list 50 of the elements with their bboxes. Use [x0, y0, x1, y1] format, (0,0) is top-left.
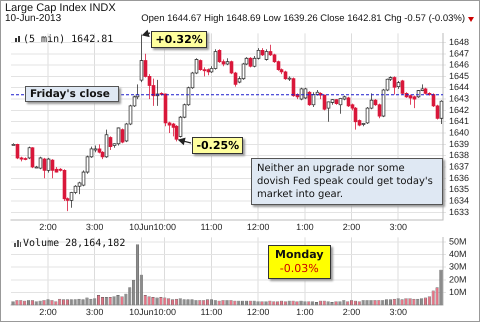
x-tick-label: 3:00 — [389, 307, 408, 318]
y-tick-label: 1633 — [449, 206, 470, 217]
x-tick-label: 2:00 — [39, 307, 57, 318]
x-tick-label: 3:00 — [86, 222, 104, 232]
text: 10-Jun-2013 — [5, 13, 62, 24]
y-tick-label: 1636 — [449, 172, 470, 183]
annotation: -0.03% — [278, 262, 320, 276]
x-tick-label: 10:00 — [153, 307, 176, 318]
y-tick-label: 1637 — [449, 161, 470, 172]
y-tick-label: 1647 — [449, 48, 470, 58]
x-tick-label: 2:00 — [342, 222, 360, 232]
y-tick-label: 10M — [449, 287, 467, 298]
chart-title: Large Cap Index INDX — [5, 2, 116, 14]
x-tick-label: 10Jun — [129, 307, 154, 318]
annotation: Monday — [275, 248, 324, 262]
x-tick-label: 11:00 — [200, 222, 222, 232]
x-tick-label: 10:00 — [153, 222, 176, 232]
y-tick-label: 1648 — [449, 36, 470, 47]
y-tick-label: 1645 — [449, 70, 470, 81]
y-tick-label: 1641 — [449, 116, 470, 126]
y-tick-label: 50M — [449, 236, 467, 246]
annotation: (5 min) 1642.81 — [23, 34, 114, 46]
y-tick-label: 1635 — [449, 184, 470, 194]
y-tick-label: 1644 — [449, 82, 470, 92]
x-tick-label: 2:00 — [39, 222, 57, 232]
y-tick-label: 1639 — [449, 138, 470, 149]
y-tick-label: 1638 — [449, 150, 470, 160]
x-tick-label: 1:00 — [296, 222, 314, 232]
y-tick-label: 1642 — [449, 104, 470, 115]
x-tick-label: 1:00 — [296, 307, 314, 318]
text: Open 1644.67 High 1648.69 Low 1639.26 Close 1642.81 Chg -0.57 (-0.03%) — [141, 13, 465, 24]
y-tick-label: 40M — [449, 248, 467, 259]
annotation: +0.32% — [151, 30, 207, 48]
annotation: Neither an upgrade nor some dovish Fed speak could get today's market into gear. — [251, 158, 443, 206]
annotation: Volume 28,164,182 — [23, 238, 126, 250]
y-tick-label: 1643 — [449, 94, 470, 104]
y-tick-label: 30M — [449, 262, 467, 272]
y-tick-label: 1634 — [449, 195, 470, 206]
y-tick-label: 1646 — [449, 60, 470, 70]
x-tick-label: 2:00 — [342, 307, 360, 318]
y-tick-label: 1640 — [449, 128, 470, 138]
x-tick-label: 11:00 — [200, 307, 222, 318]
ref-line-label: Friday's close — [25, 86, 119, 102]
annotation: -0.25% — [192, 137, 244, 154]
x-tick-label: 10Jun — [129, 222, 154, 232]
x-tick-label: 3:00 — [389, 222, 408, 232]
y-tick-label: 20M — [449, 274, 467, 284]
x-tick-label: 12:00 — [246, 307, 270, 318]
x-tick-label: 3:00 — [86, 307, 104, 318]
x-tick-label: 12:00 — [246, 222, 270, 232]
